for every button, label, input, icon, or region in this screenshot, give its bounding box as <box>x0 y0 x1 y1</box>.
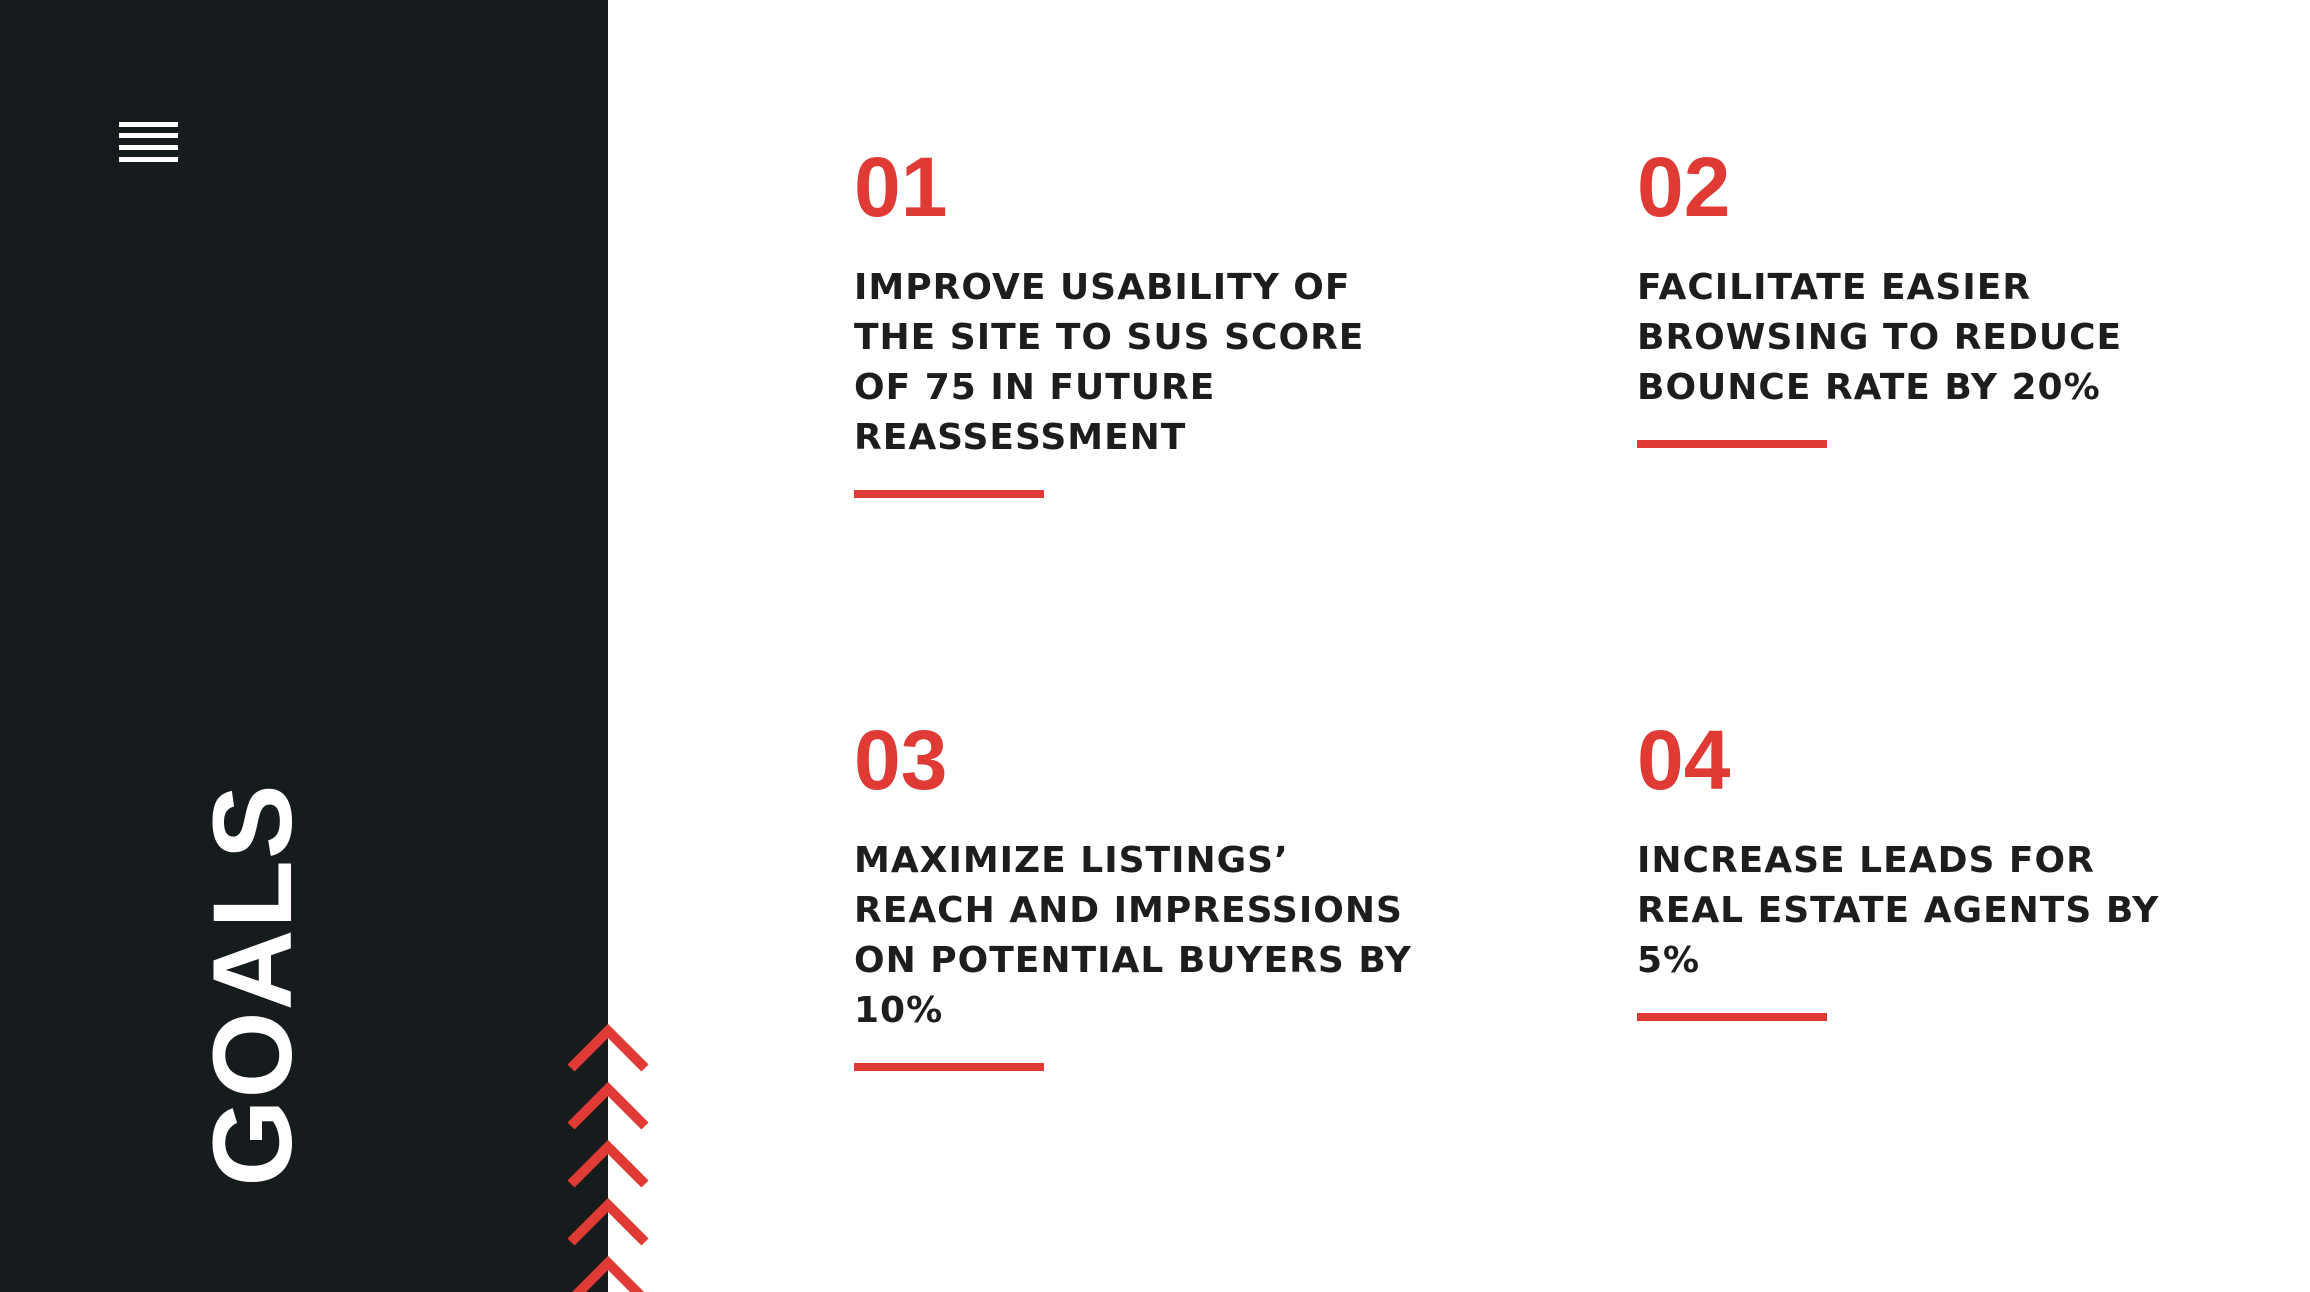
chevron-up-icon <box>567 1023 649 1072</box>
goal-underline <box>854 490 1044 498</box>
chevron-up-icon <box>567 1139 649 1188</box>
menu-line <box>119 157 178 162</box>
goal-item: 04 INCREASE LEADS FOR REAL ESTATE AGENTS… <box>1637 718 2197 1021</box>
goal-item: 02 FACILITATE EASIER BROWSING TO REDUCE … <box>1637 145 2197 448</box>
menu-line <box>119 122 178 127</box>
goal-text: INCREASE LEADS FOR REAL ESTATE AGENTS BY… <box>1637 840 2160 981</box>
section-title: GOALS <box>190 783 315 1187</box>
chevron-up-icon <box>567 1197 649 1246</box>
goal-number: 04 <box>1637 713 1731 807</box>
goal-text: MAXIMIZE LISTINGS’ REACH AND IMPRESSIONS… <box>854 840 1412 1031</box>
goal-item: 03 MAXIMIZE LISTINGS’ REACH AND IMPRESSI… <box>854 718 1414 1071</box>
menu-line <box>119 133 178 138</box>
goal-item: 01 IMPROVE USABILITY OF THE SITE TO SUS … <box>854 145 1414 498</box>
goal-number: 02 <box>1637 140 1731 234</box>
sidebar-panel: GOALS <box>0 0 608 1292</box>
goal-underline <box>1637 440 1827 448</box>
chevron-up-icon <box>567 1081 649 1130</box>
goal-number: 01 <box>854 140 948 234</box>
goal-text: IMPROVE USABILITY OF THE SITE TO SUS SCO… <box>854 267 1365 458</box>
goal-underline <box>1637 1013 1827 1021</box>
goal-underline <box>854 1063 1044 1071</box>
hamburger-menu-icon[interactable] <box>119 122 178 162</box>
goal-text: FACILITATE EASIER BROWSING TO REDUCE BOU… <box>1637 267 2123 408</box>
chevron-up-icon-stack <box>567 1023 649 1292</box>
goal-number: 03 <box>854 713 948 807</box>
menu-line <box>119 145 178 150</box>
chevron-up-icon <box>571 1255 645 1292</box>
